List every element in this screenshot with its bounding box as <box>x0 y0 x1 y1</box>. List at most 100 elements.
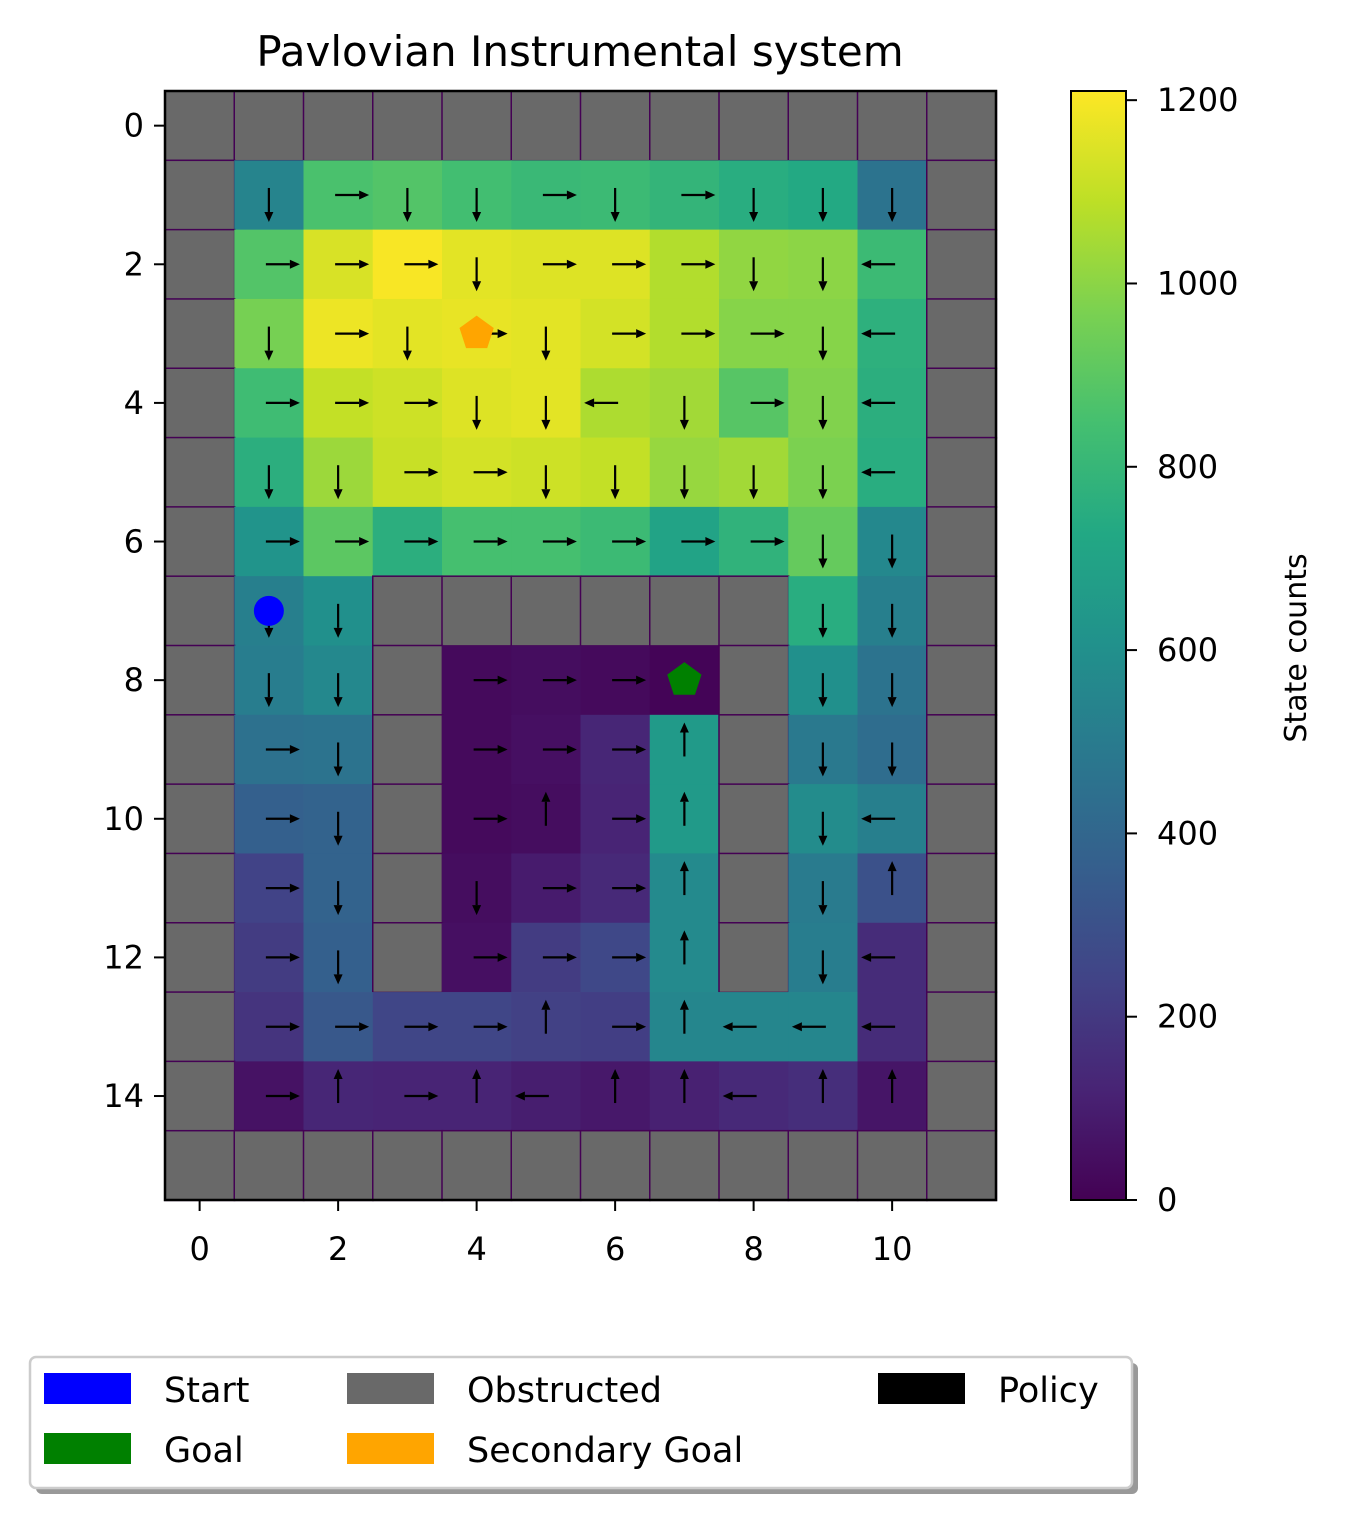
obstructed-cell <box>579 90 651 162</box>
policy-arrow <box>681 537 716 547</box>
obstructed-cell <box>164 922 236 994</box>
obstructed-cell <box>302 90 374 162</box>
policy-arrow <box>335 537 370 547</box>
policy-arrow <box>887 603 897 638</box>
policy-arrow <box>679 722 689 757</box>
y-tick-label: 12 <box>103 938 144 976</box>
obstructed-cell <box>787 90 859 162</box>
policy-arrow <box>265 537 300 547</box>
legend-swatch <box>44 1373 131 1404</box>
policy-arrow <box>265 744 300 754</box>
policy-arrow <box>584 398 619 408</box>
policy-arrow <box>749 257 759 292</box>
policy-arrow <box>335 259 370 269</box>
policy-arrow <box>472 395 482 430</box>
y-tick-label: 2 <box>124 245 144 283</box>
policy-arrow <box>265 883 300 893</box>
legend-swatch <box>878 1373 965 1404</box>
policy-arrow <box>541 791 551 826</box>
policy-arrow <box>679 861 689 896</box>
obstructed-cell <box>926 922 998 994</box>
obstructed-cell <box>926 644 998 716</box>
obstructed-cell <box>649 90 721 162</box>
policy-arrow <box>612 883 647 893</box>
policy-arrow <box>818 1069 828 1104</box>
policy-arrow <box>264 326 274 361</box>
policy-arrow <box>612 329 647 339</box>
legend-label: Obstructed <box>467 1371 662 1411</box>
policy-arrow <box>333 603 343 638</box>
policy-arrow <box>542 883 577 893</box>
plot-frame <box>163 89 998 1202</box>
colorbar <box>1070 90 1127 1201</box>
obstructed-cell <box>372 922 444 994</box>
policy-arrow <box>542 675 577 685</box>
legend-swatch <box>347 1373 434 1404</box>
obstructed-cell <box>649 1129 721 1202</box>
obstructed-cell <box>926 1060 998 1132</box>
obstructed-cell <box>787 1129 859 1202</box>
policy-arrow <box>542 537 577 547</box>
obstructed-cell <box>718 575 790 647</box>
legend-entry: Obstructed <box>347 1371 662 1411</box>
colorbar-tick-label: 0 <box>1157 1181 1177 1219</box>
obstructed-cell <box>164 159 236 231</box>
policy-arrow <box>861 1022 896 1032</box>
policy-arrow <box>887 742 897 777</box>
policy-arrow <box>335 329 370 339</box>
policy-arrow <box>610 465 620 500</box>
policy-arrow <box>722 1022 757 1032</box>
obstructed-cell <box>856 90 928 162</box>
policy-arrow <box>404 1022 439 1032</box>
obstructed-cell <box>926 506 998 578</box>
policy-arrow <box>818 673 828 708</box>
policy-arrow <box>265 1022 300 1032</box>
policy-arrow <box>472 881 482 916</box>
y-tick-label: 4 <box>124 384 144 422</box>
policy-arrow <box>612 1022 647 1032</box>
start-marker <box>253 595 284 626</box>
policy-arrow <box>791 1022 826 1032</box>
legend: Start Obstructed Policy Goal Secondary Goal <box>28 1355 1134 1490</box>
obstructed-cell <box>164 506 236 578</box>
policy-arrow <box>818 603 828 638</box>
policy-arrow <box>541 999 551 1034</box>
policy-arrow <box>473 467 508 477</box>
colorbar-ticks: 0 200 400 600 800 1000 1200 <box>1126 81 1238 1219</box>
policy-arrow <box>264 465 274 500</box>
policy-arrow <box>722 1091 757 1101</box>
policy-arrow <box>473 537 508 547</box>
obstructed-cell <box>926 991 998 1063</box>
policy-arrow <box>264 187 274 222</box>
policy-arrow <box>404 259 439 269</box>
goal-marker <box>667 662 702 695</box>
policy-arrow <box>818 395 828 430</box>
policy-arrow <box>404 537 439 547</box>
obstructed-cell <box>718 644 790 716</box>
obstructed-cell <box>718 783 790 855</box>
policy-arrow <box>818 742 828 777</box>
policy-arrow <box>473 744 508 754</box>
policy-arrow <box>750 537 785 547</box>
obstructed-cell <box>372 644 444 716</box>
y-tick-label: 10 <box>103 800 144 838</box>
x-tick-label: 6 <box>605 1230 625 1268</box>
x-tick-label: 10 <box>872 1230 913 1268</box>
obstructed-cell <box>164 367 236 439</box>
obstructed-cell <box>441 1129 513 1202</box>
policy-arrow <box>861 259 896 269</box>
obstructed-cell <box>164 228 236 301</box>
policy-arrow <box>404 1091 439 1101</box>
obstructed-cell <box>926 436 998 509</box>
policy-arrow <box>333 881 343 916</box>
policy-arrow <box>473 814 508 824</box>
policy-arrow <box>749 187 759 222</box>
policy-arrows <box>264 187 897 1104</box>
x-tick-label: 4 <box>466 1230 486 1268</box>
obstructed-cell <box>718 852 790 924</box>
policy-arrow <box>818 881 828 916</box>
policy-arrow <box>610 187 620 222</box>
policy-arrow <box>541 395 551 430</box>
x-tick-label: 8 <box>743 1230 763 1268</box>
y-tick-label: 8 <box>124 661 144 699</box>
